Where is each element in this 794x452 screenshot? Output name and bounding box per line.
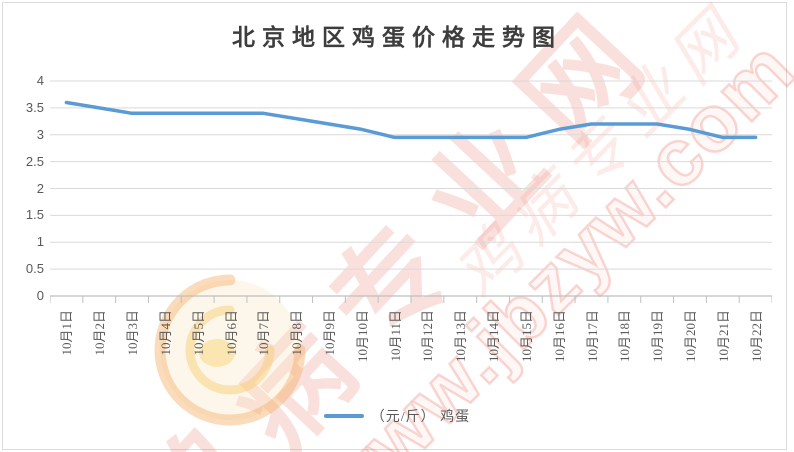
x-tick-label: 10月17日 [584, 310, 600, 363]
x-tick-label: 10月21日 [715, 310, 731, 363]
y-tick-label: 3.5 [25, 99, 44, 115]
x-tick-label: 10月9日 [321, 310, 337, 356]
y-tick-label: 2 [36, 180, 44, 196]
price-line [64, 100, 758, 140]
x-tick-label: 10月5日 [190, 310, 206, 356]
x-tick-label: 10月1日 [59, 310, 75, 356]
x-tick-label: 10月6日 [223, 310, 239, 356]
x-tick-label: 10月4日 [157, 310, 173, 356]
x-tick-label: 10月15日 [518, 310, 534, 363]
x-tick-label: 10月8日 [289, 310, 305, 356]
y-tick-label: 1 [36, 234, 44, 250]
x-tick-label: 10月19日 [650, 310, 666, 363]
y-tick-label: 0 [36, 288, 44, 303]
x-tick-label: 10月2日 [92, 310, 108, 356]
plot-area [50, 80, 772, 303]
x-tick-label: 10月22日 [748, 310, 764, 363]
x-tick-label: 10月11日 [387, 310, 403, 362]
y-tick-label: 0.5 [25, 261, 44, 277]
x-tick-label: 10月10日 [354, 310, 370, 363]
chart-title: 北京地区鸡蛋价格走势图 [232, 25, 562, 50]
x-tick-label: 10月20日 [682, 310, 698, 363]
x-tick-label: 10月14日 [486, 310, 502, 363]
y-tick-label: 4 [36, 73, 44, 88]
y-tick-label: 1.5 [25, 207, 44, 223]
x-tick-label: 10月18日 [617, 310, 633, 363]
legend-label: （元/斤） 鸡蛋 [370, 410, 471, 425]
y-tick-label: 2.5 [25, 153, 44, 169]
legend: （元/斤） 鸡蛋 [0, 406, 794, 426]
y-tick-label: 3 [36, 126, 44, 142]
x-tick-label: 10月12日 [420, 310, 436, 363]
legend-line-sample [323, 414, 364, 418]
x-tick-label: 10月13日 [453, 310, 469, 363]
x-tick-label: 10月3日 [125, 310, 141, 356]
x-tick-label: 10月7日 [256, 310, 272, 356]
x-tick-label: 10月16日 [551, 310, 567, 363]
